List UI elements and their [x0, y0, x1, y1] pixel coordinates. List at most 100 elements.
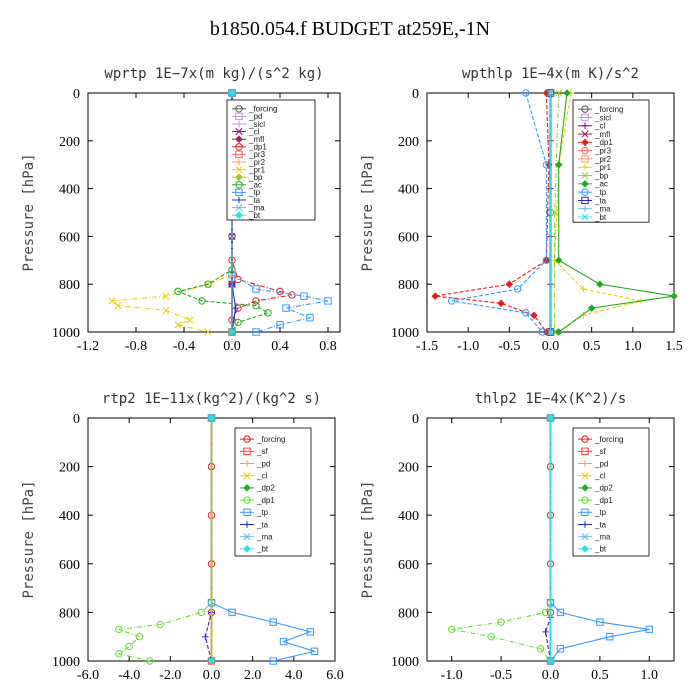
panel-1-legend-label: _pd	[248, 112, 262, 121]
panel-3-series-point	[310, 647, 319, 655]
panel-3-xtick-label: -6.0	[77, 668, 99, 683]
panel-2-series-point	[542, 256, 551, 264]
panel-1-series-line	[110, 93, 233, 333]
panel-1-legend	[226, 99, 316, 221]
panel-3-legend-label: _bt	[256, 545, 269, 554]
panel-1-legend-marker	[235, 166, 243, 174]
panel-2-legend-label: _pr3	[594, 146, 612, 155]
panel-2-xtick-label: 1.5	[665, 339, 683, 354]
panel-2-series-point	[670, 292, 678, 300]
panel-1-series-point	[234, 318, 242, 327]
panel-1-series-point	[204, 328, 212, 336]
panel-2-legend-marker	[581, 180, 589, 188]
panel-1-ylabel: Pressure [hPa]	[21, 153, 37, 271]
panel-3-series-point	[269, 657, 277, 665]
panel-2-series-point	[431, 292, 439, 300]
panel-1-ytick-label: 800	[59, 278, 80, 293]
panel-4-legend-marker	[581, 484, 589, 492]
panel-1-frame	[87, 92, 341, 333]
panel-1-legend-marker	[235, 143, 243, 151]
panel-2-series-point	[513, 285, 522, 293]
panel-1-legend-label: _bt	[248, 211, 261, 220]
panel-3-series-point	[207, 414, 216, 422]
panel-4-series-point	[448, 625, 456, 634]
panel-3-legend-label: _pd	[256, 459, 270, 468]
panel-1-series-point	[174, 287, 182, 296]
panel-4-legend-label: _forcing	[594, 435, 623, 444]
panel-2-legend-label: _mfl	[594, 130, 610, 139]
panel-4-legend-marker	[581, 460, 589, 467]
panel-2-series-point	[546, 328, 555, 336]
panel-4-ytick-label: 800	[398, 606, 419, 621]
panel-2-legend-marker	[581, 171, 589, 180]
panel-3-series-point	[269, 618, 277, 626]
panel-1-series-line	[231, 93, 293, 332]
panel-3-legend-marker	[243, 472, 251, 480]
panel-2-series-point	[554, 160, 563, 169]
panel-1-ytick-label: 200	[59, 135, 80, 150]
panel-3-series-point	[125, 642, 133, 651]
panel-2-legend-marker	[581, 130, 589, 138]
panel-2-series-point	[554, 328, 563, 336]
panel-3-xtick-label: -2.0	[159, 668, 181, 683]
panel-2-title: wpthlp 1E−4x(m K)/s^2	[462, 66, 639, 82]
panel-1-legend-label: _ta	[248, 196, 261, 205]
panel-2-legend-label: _cl	[594, 122, 605, 131]
panel-4-legend-label: _tp	[594, 508, 607, 517]
panel-1-legend-marker	[235, 112, 243, 121]
panel-4-series-line	[549, 418, 650, 662]
panel-3-legend-marker	[243, 533, 251, 541]
panel-3-ytick-label: 600	[59, 558, 80, 573]
panel-1-legend-label: _pr2	[248, 158, 266, 167]
panel-1-xtick-label: -0.8	[125, 339, 147, 354]
panel-4-ytick-label: 400	[398, 509, 419, 524]
panel-4-legend-label: _sf	[594, 447, 606, 456]
panel-4-legend-label: _dp2	[594, 484, 613, 493]
panel-1-legend-label: _ma	[248, 203, 265, 212]
panel-1-series-point	[252, 328, 260, 336]
panel-3-series-point	[146, 657, 154, 665]
panel-1-legend-label: _sicl	[248, 120, 265, 129]
panel-3-series-point	[207, 657, 216, 665]
panel-3-series-point	[228, 608, 236, 617]
panel-2-xtick-label: -0.5	[498, 339, 520, 354]
panel-4-series-point	[546, 657, 555, 665]
panel-2-legend-marker	[581, 164, 589, 171]
panel-4-legend-marker	[581, 435, 589, 443]
panel-4-series-point	[536, 645, 545, 653]
panel-2-legend-marker	[581, 146, 589, 155]
panel-3-xtick-label: 0.0	[203, 668, 221, 683]
panel-1-legend-marker	[235, 120, 243, 128]
panel-1-series-point	[276, 321, 284, 329]
panel-2-ytick-label: 0	[412, 87, 419, 102]
panel-3-title: rtp2 1E−11x(kg^2)/(kg^2 s)	[102, 391, 321, 407]
panel-2-series-point	[554, 256, 563, 265]
panel-1-series-point	[108, 297, 116, 305]
panel-1-legend-marker	[235, 173, 243, 181]
panel-1-xtick-label: 0.4	[271, 339, 289, 354]
panel-3-series-point	[279, 637, 288, 646]
panel-3-legend-label: _cl	[256, 472, 267, 481]
panel-1-legend-label: _bp	[248, 173, 263, 182]
panel-1-ytick-label: 600	[59, 230, 80, 245]
panel-2-series-point	[530, 311, 538, 320]
panel-2-series-point	[497, 299, 505, 308]
panel-3-legend-label: _dp1	[256, 496, 275, 505]
panel-3-legend-label: _dp2	[256, 484, 275, 493]
panel-3-legend-label: _ta	[256, 520, 269, 529]
panel-4-xtick-label: -1.0	[441, 668, 463, 683]
panel-1-series-point	[162, 306, 170, 315]
panel-1-series-point	[252, 302, 260, 310]
panel-1-legend-marker	[235, 135, 243, 143]
panel-3-legend-label: _tp	[256, 508, 269, 517]
panel-1-legend-label: _cl	[248, 127, 259, 136]
panel-4-series-point	[546, 414, 555, 422]
panel-2-legend-label: _bp	[594, 171, 609, 180]
panel-4-legend-label: _ma	[594, 533, 611, 542]
panel-2-series-point	[555, 89, 563, 97]
panel-3-ylabel: Pressure [hPa]	[21, 480, 37, 598]
panel-1-legend-marker	[235, 196, 243, 204]
panel-1-series-point	[306, 313, 314, 322]
panel-1-series-line	[231, 93, 329, 333]
panel-2-legend-label: _ac	[594, 180, 608, 189]
